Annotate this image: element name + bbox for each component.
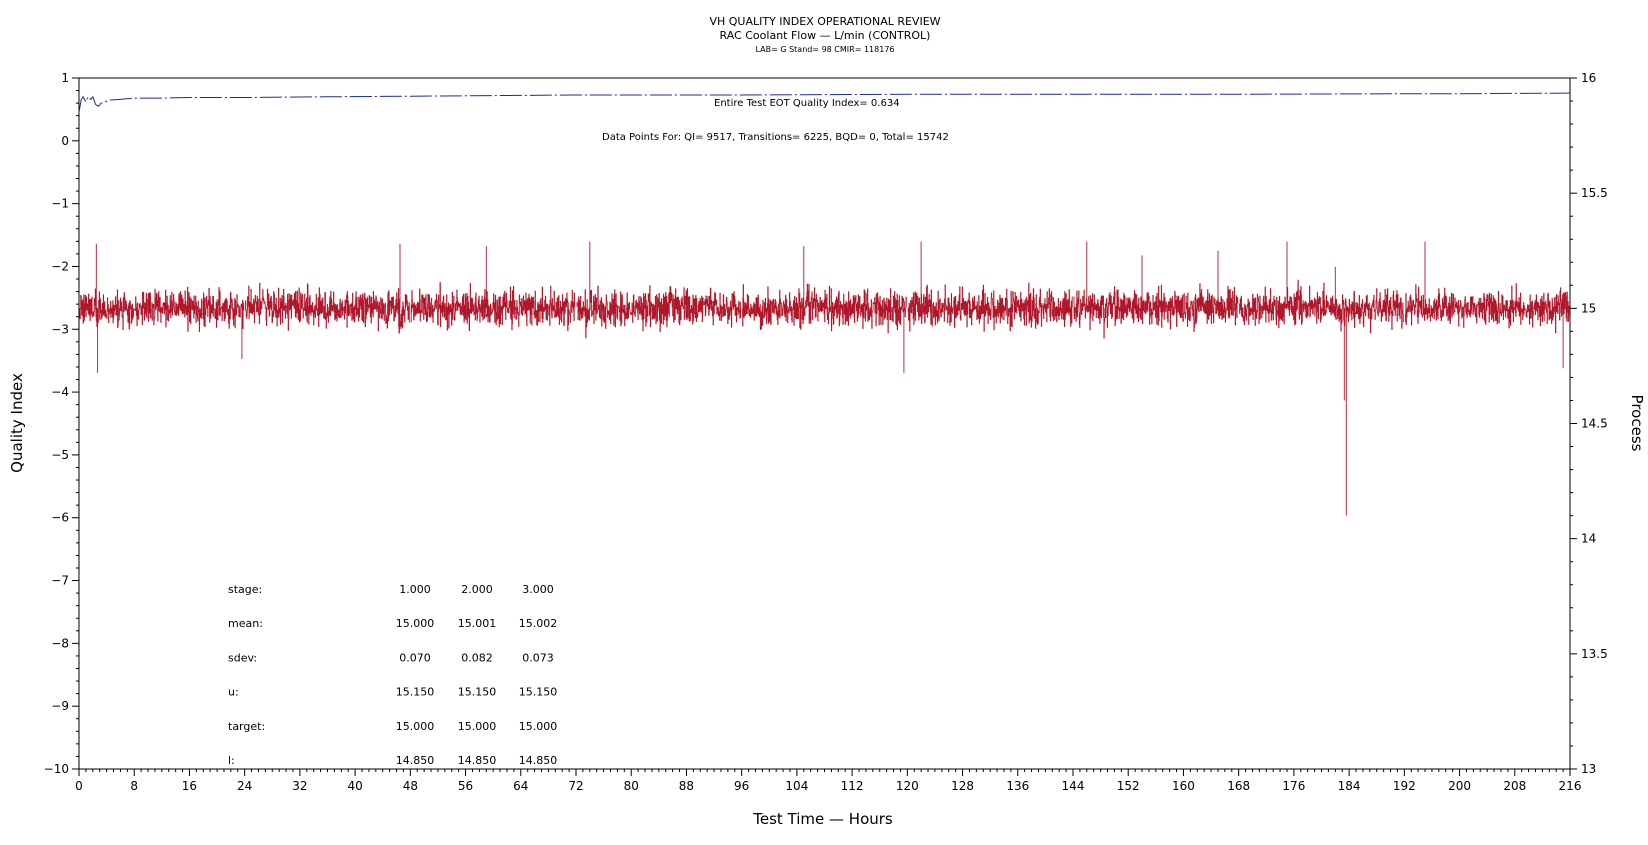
stats-value: 15.002 xyxy=(519,617,558,630)
x-tick-label: 208 xyxy=(1503,779,1526,793)
stats-value: 15.000 xyxy=(519,720,558,733)
stats-value: 15.150 xyxy=(458,686,497,699)
annotation-data-points: Data Points For: QI= 9517, Transitions= … xyxy=(602,132,949,143)
stats-value: 15.150 xyxy=(519,686,558,699)
x-tick-label: 16 xyxy=(182,779,197,793)
quality-index-line xyxy=(78,92,1571,113)
process-trace-line xyxy=(79,241,1570,516)
x-tick-label: 160 xyxy=(1172,779,1195,793)
y-right-tick-label: 15 xyxy=(1581,301,1596,315)
x-tick-label: 8 xyxy=(130,779,138,793)
x-tick-label: 112 xyxy=(841,779,864,793)
y-right-tick-label: 14.5 xyxy=(1581,417,1608,431)
x-tick-label: 168 xyxy=(1227,779,1250,793)
x-tick-label: 216 xyxy=(1559,779,1582,793)
stats-value: 15.000 xyxy=(396,720,435,733)
stats-value: 15.000 xyxy=(396,617,435,630)
x-tick-label: 104 xyxy=(785,779,808,793)
stats-row-label: u: xyxy=(228,686,239,699)
stats-row-label: mean: xyxy=(228,617,263,630)
y-left-tick-label: −5 xyxy=(51,448,69,462)
stats-value: 3.000 xyxy=(522,583,554,596)
y-right-tick-label: 13 xyxy=(1581,762,1596,776)
x-tick-label: 64 xyxy=(513,779,528,793)
x-tick-label: 24 xyxy=(237,779,252,793)
annotation-quality-index: Entire Test EOT Quality Index= 0.634 xyxy=(714,98,900,109)
x-tick-label: 120 xyxy=(896,779,919,793)
y-right-tick-label: 13.5 xyxy=(1581,647,1608,661)
x-axis-label: Test Time — Hours xyxy=(752,810,893,828)
x-tick-label: 32 xyxy=(292,779,307,793)
stats-value: 15.001 xyxy=(458,617,497,630)
stats-value: 14.850 xyxy=(396,754,435,767)
y-axis-label-left: Quality Index xyxy=(8,373,26,473)
stats-value: 15.150 xyxy=(396,686,435,699)
stats-value: 0.082 xyxy=(461,651,493,664)
x-tick-label: 144 xyxy=(1062,779,1085,793)
y-left-tick-label: −2 xyxy=(51,259,69,273)
y-left-tick-label: −6 xyxy=(51,511,69,525)
x-tick-label: 136 xyxy=(1006,779,1029,793)
x-tick-label: 88 xyxy=(679,779,694,793)
x-tick-label: 128 xyxy=(951,779,974,793)
stats-value: 15.000 xyxy=(458,720,497,733)
stats-value: 14.850 xyxy=(458,754,497,767)
chart-subtitle-2: LAB= G Stand= 98 CMIR= 118176 xyxy=(755,45,894,54)
x-tick-label: 200 xyxy=(1448,779,1471,793)
stats-row-label: stage: xyxy=(228,583,262,596)
y-left-tick-label: 0 xyxy=(61,134,69,148)
y-left-tick-label: −10 xyxy=(44,762,69,776)
y-axis-label-right: Process xyxy=(1628,395,1646,452)
stats-value: 14.850 xyxy=(519,754,558,767)
y-right-tick-label: 16 xyxy=(1581,71,1596,85)
x-tick-label: 192 xyxy=(1393,779,1416,793)
y-left-tick-label: −4 xyxy=(51,385,69,399)
stats-value: 2.000 xyxy=(461,583,493,596)
y-left-tick-label: −9 xyxy=(51,699,69,713)
x-tick-label: 96 xyxy=(734,779,749,793)
x-tick-label: 56 xyxy=(458,779,473,793)
chart-subtitle: RAC Coolant Flow — L/min (CONTROL) xyxy=(720,29,931,42)
y-left-tick-label: −1 xyxy=(51,197,69,211)
stats-row-label: target: xyxy=(228,720,265,733)
x-tick-label: 0 xyxy=(75,779,83,793)
y-left-tick-label: −7 xyxy=(51,574,69,588)
x-tick-label: 40 xyxy=(347,779,362,793)
x-tick-label: 176 xyxy=(1282,779,1305,793)
x-tick-label: 72 xyxy=(568,779,583,793)
chart-title: VH QUALITY INDEX OPERATIONAL REVIEW xyxy=(709,15,940,28)
y-left-tick-label: −3 xyxy=(51,322,69,336)
stats-value: 0.070 xyxy=(399,651,431,664)
stats-value: 1.000 xyxy=(399,583,431,596)
x-tick-label: 152 xyxy=(1117,779,1140,793)
y-left-tick-label: −8 xyxy=(51,636,69,650)
y-right-tick-label: 15.5 xyxy=(1581,186,1608,200)
stats-row-label: sdev: xyxy=(228,651,257,664)
stats-value: 0.073 xyxy=(522,651,554,664)
y-left-tick-label: 1 xyxy=(61,71,69,85)
x-tick-label: 48 xyxy=(403,779,418,793)
stats-row-label: l: xyxy=(228,754,235,767)
y-right-tick-label: 14 xyxy=(1581,532,1596,546)
x-tick-label: 80 xyxy=(624,779,639,793)
x-tick-label: 184 xyxy=(1338,779,1361,793)
